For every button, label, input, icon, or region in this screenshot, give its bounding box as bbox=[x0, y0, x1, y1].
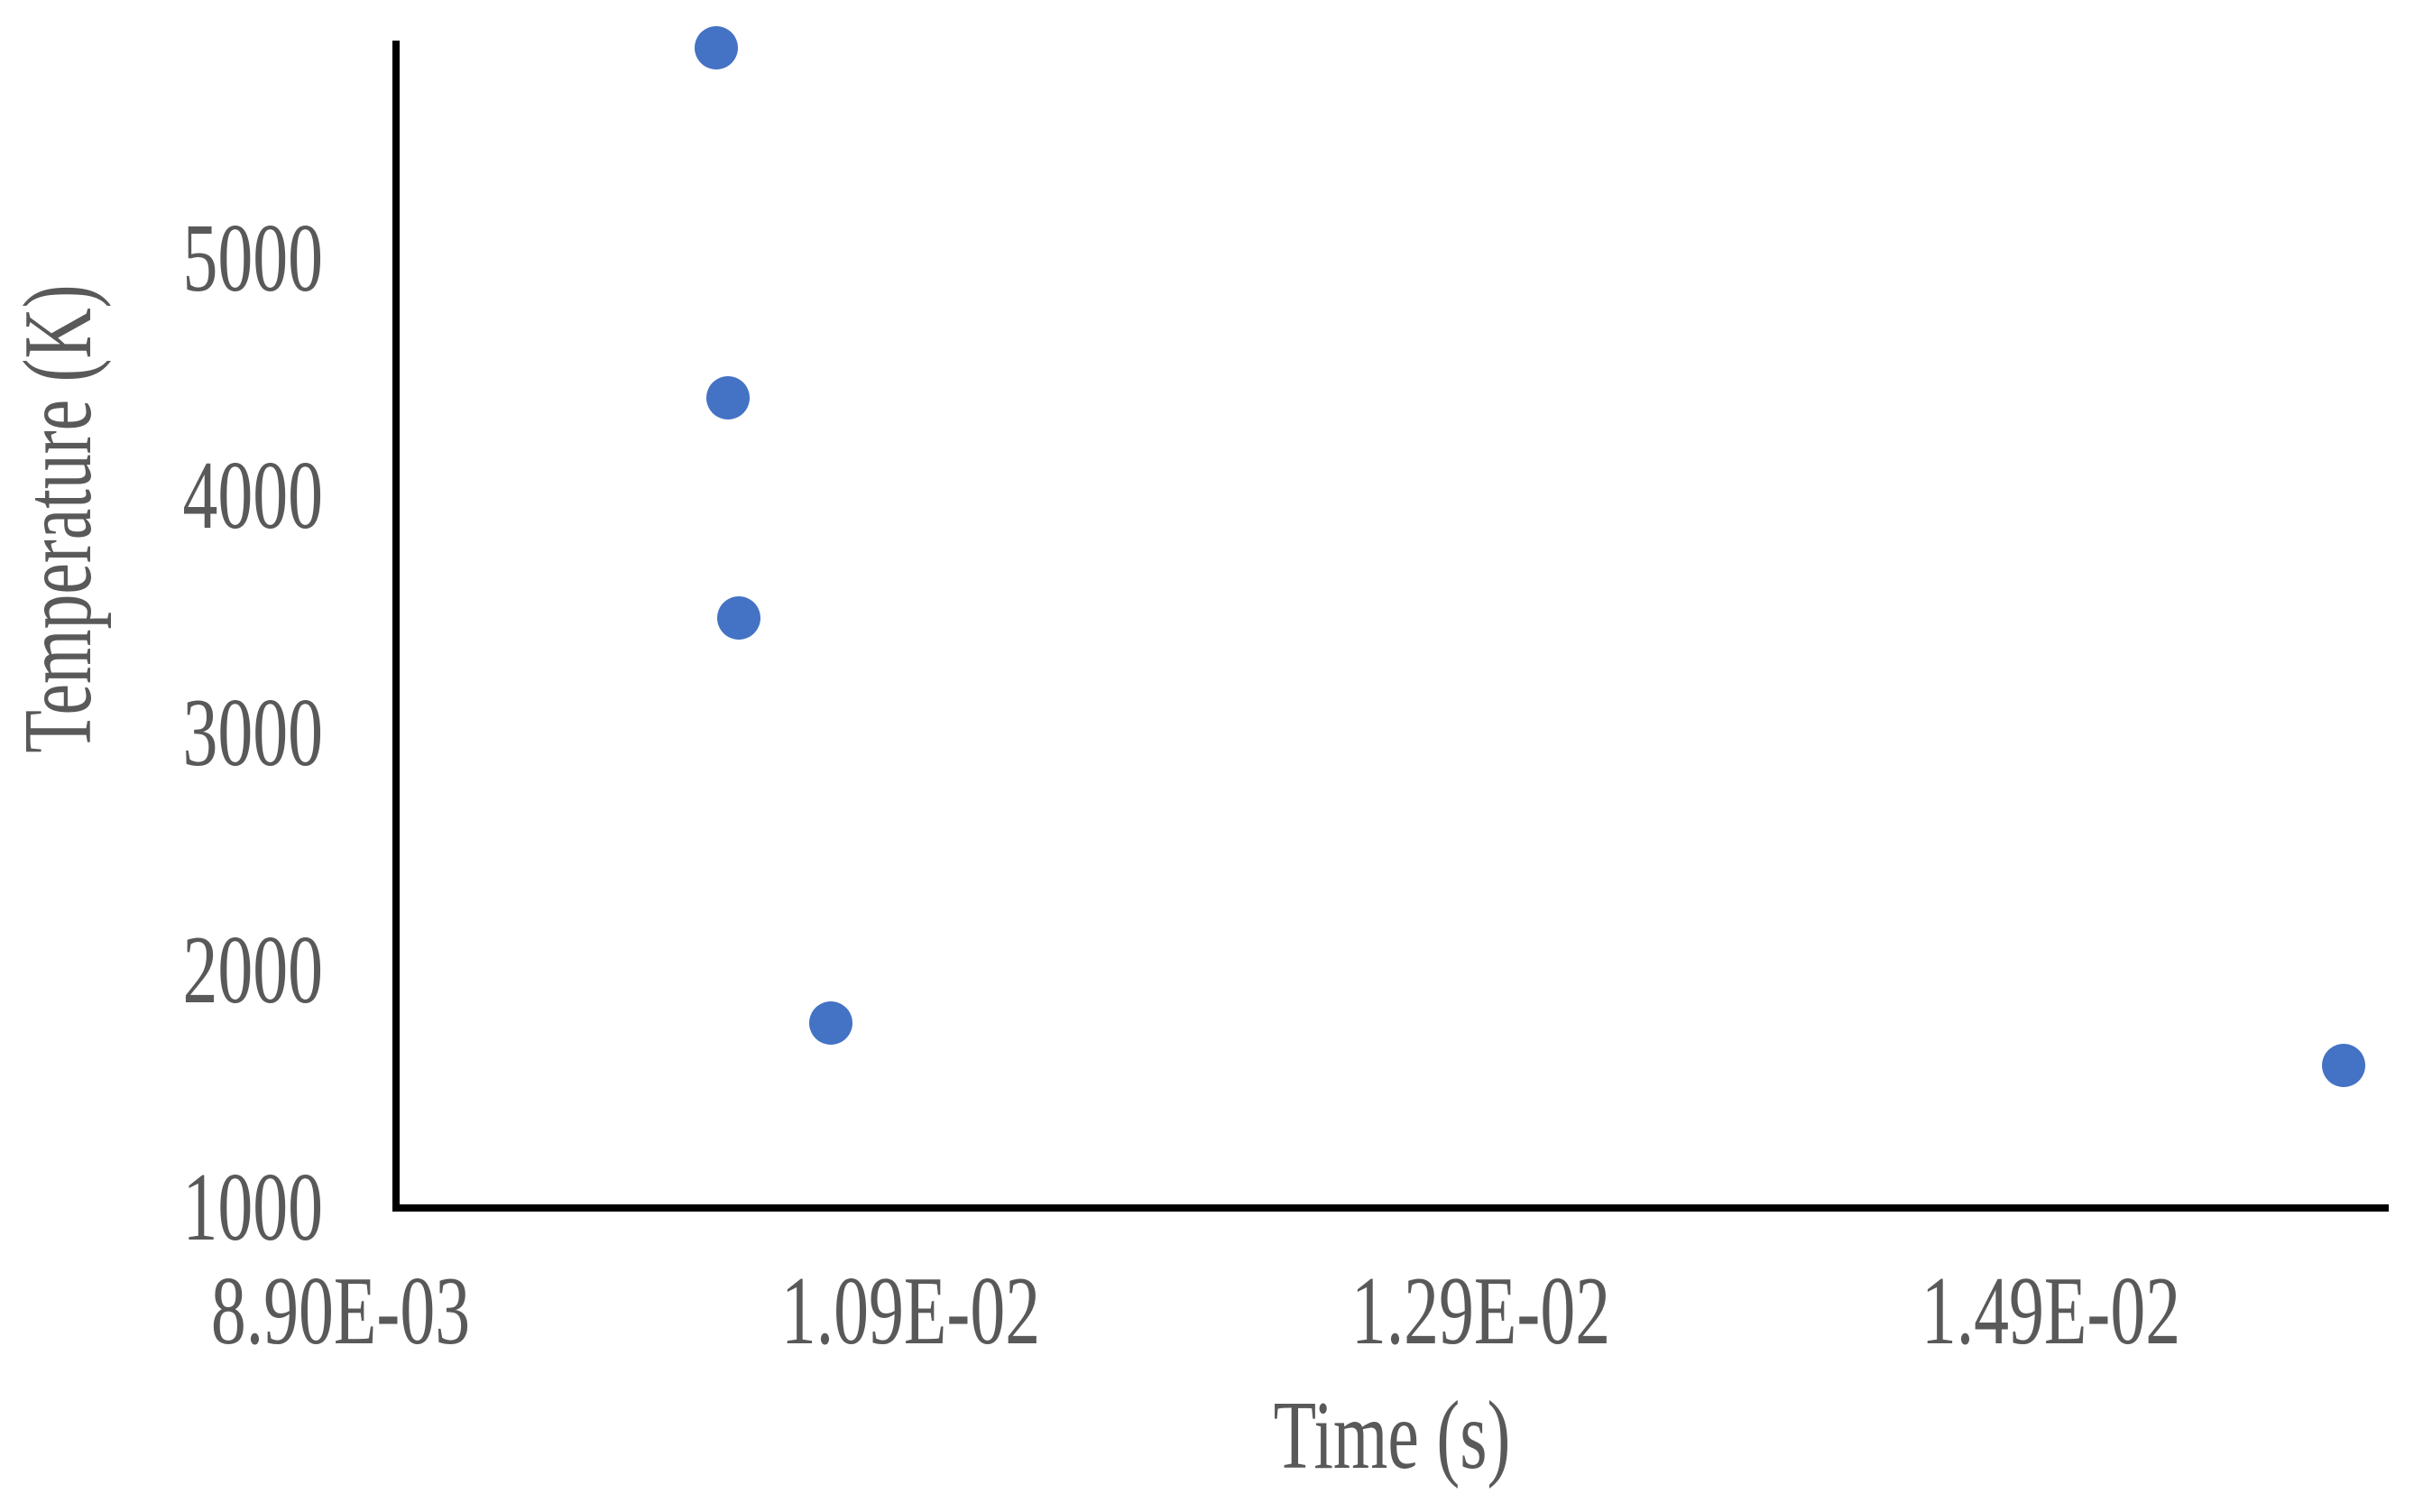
x-tick-label: 1.29E-02 bbox=[1350, 1258, 1610, 1365]
y-axis-title: Temperature (K) bbox=[5, 193, 112, 844]
data-point bbox=[2322, 1044, 2366, 1088]
x-tick-label: 1.49E-02 bbox=[1921, 1258, 2180, 1365]
y-axis-title-text: Temperature (K) bbox=[5, 284, 112, 753]
x-axis-title-text: Time (s) bbox=[1273, 1382, 1511, 1489]
y-tick-label: 4000 bbox=[182, 442, 323, 549]
data-point bbox=[808, 1000, 852, 1045]
y-tick-label: 1000 bbox=[182, 1154, 323, 1261]
y-tick-label: 3000 bbox=[182, 679, 323, 787]
data-point bbox=[705, 375, 750, 419]
x-axis-line bbox=[392, 1204, 2389, 1212]
x-tick-label: 8.90E-03 bbox=[210, 1258, 470, 1365]
y-axis-line bbox=[392, 41, 400, 1212]
x-axis-title: Time (s) bbox=[1227, 1388, 1556, 1485]
x-tick-label: 1.09E-02 bbox=[780, 1258, 1040, 1365]
data-point bbox=[717, 596, 761, 641]
y-tick-label: 5000 bbox=[182, 205, 323, 312]
data-point bbox=[695, 25, 739, 69]
y-tick-label: 2000 bbox=[182, 917, 323, 1024]
